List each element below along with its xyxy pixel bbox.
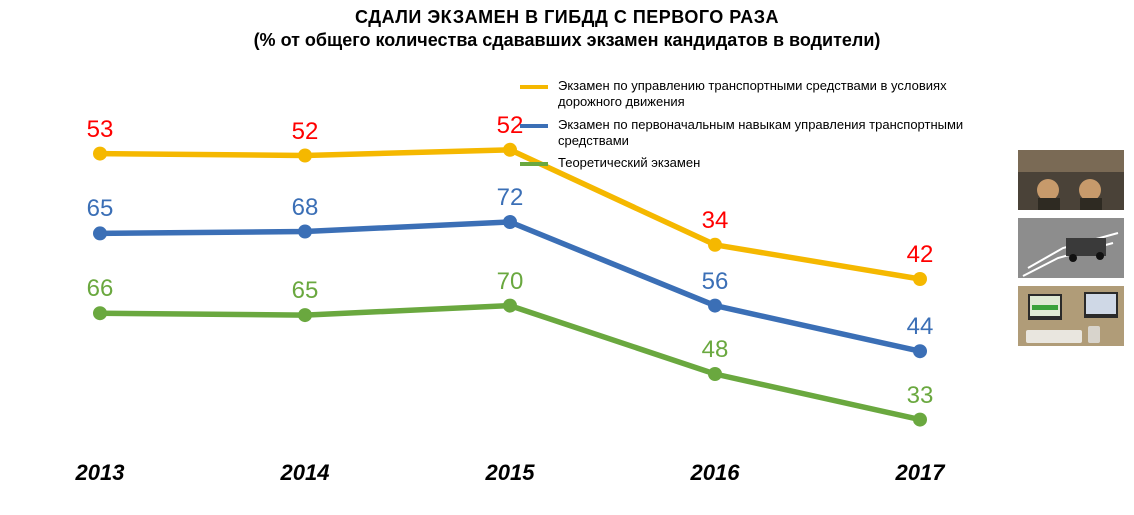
legend-label: Экзамен по первоначальным навыкам управл…: [558, 117, 998, 150]
data-label-theory: 70: [497, 268, 524, 296]
marker-road-0: [93, 147, 107, 161]
chart-title: СДАЛИ ЭКЗАМЕН В ГИБДД С ПЕРВОГО РАЗА (% …: [0, 0, 1134, 51]
data-label-road: 53: [87, 116, 114, 144]
x-axis-label: 2016: [691, 460, 740, 486]
marker-skills-2: [503, 215, 517, 229]
data-label-theory: 33: [907, 382, 934, 410]
data-label-skills: 65: [87, 195, 114, 223]
marker-theory-2: [503, 299, 517, 313]
data-label-theory: 66: [87, 275, 114, 303]
marker-theory-0: [93, 306, 107, 320]
x-axis-label: 2014: [281, 460, 330, 486]
thumbnail-column: [1018, 150, 1128, 354]
data-label-road: 42: [907, 241, 934, 269]
legend-item-skills: Экзамен по первоначальным навыкам управл…: [520, 117, 1010, 150]
x-axis-label: 2015: [486, 460, 535, 486]
x-axis-label: 2013: [76, 460, 125, 486]
data-label-road: 34: [702, 207, 729, 235]
marker-road-2: [503, 143, 517, 157]
data-label-skills: 68: [292, 194, 319, 222]
marker-road-3: [708, 238, 722, 252]
legend-swatch: [520, 124, 548, 128]
x-axis-label: 2017: [896, 460, 945, 486]
data-label-skills: 72: [497, 184, 524, 212]
legend-item-road: Экзамен по управлению транспортными сред…: [520, 78, 1010, 111]
thumb-skills-course: [1018, 218, 1124, 278]
marker-skills-0: [93, 226, 107, 240]
marker-skills-4: [913, 344, 927, 358]
marker-skills-3: [708, 299, 722, 313]
marker-theory-1: [298, 308, 312, 322]
thumb-driving-exam: [1018, 150, 1124, 210]
data-label-skills: 44: [907, 313, 934, 341]
data-label-skills: 56: [702, 268, 729, 296]
chart-container: СДАЛИ ЭКЗАМЕН В ГИБДД С ПЕРВОГО РАЗА (% …: [0, 0, 1134, 515]
legend-swatch: [520, 162, 548, 166]
legend: Экзамен по управлению транспортными сред…: [520, 78, 1010, 177]
marker-theory-4: [913, 413, 927, 427]
marker-skills-1: [298, 225, 312, 239]
x-axis-labels: 2013 2014 2015 2016 2017: [20, 460, 1020, 500]
legend-swatch: [520, 85, 548, 89]
data-label-theory: 48: [702, 336, 729, 364]
legend-label: Экзамен по управлению транспортными сред…: [558, 78, 998, 111]
data-label-theory: 65: [292, 277, 319, 305]
marker-road-4: [913, 272, 927, 286]
title-line-2: (% от общего количества сдававших экзаме…: [0, 29, 1134, 52]
title-line-1: СДАЛИ ЭКЗАМЕН В ГИБДД С ПЕРВОГО РАЗА: [0, 6, 1134, 29]
thumb-theory-exam: [1018, 286, 1124, 346]
legend-label: Теоретический экзамен: [558, 155, 700, 171]
legend-item-theory: Теоретический экзамен: [520, 155, 1010, 171]
marker-road-1: [298, 149, 312, 163]
data-label-road: 52: [292, 118, 319, 146]
marker-theory-3: [708, 367, 722, 381]
